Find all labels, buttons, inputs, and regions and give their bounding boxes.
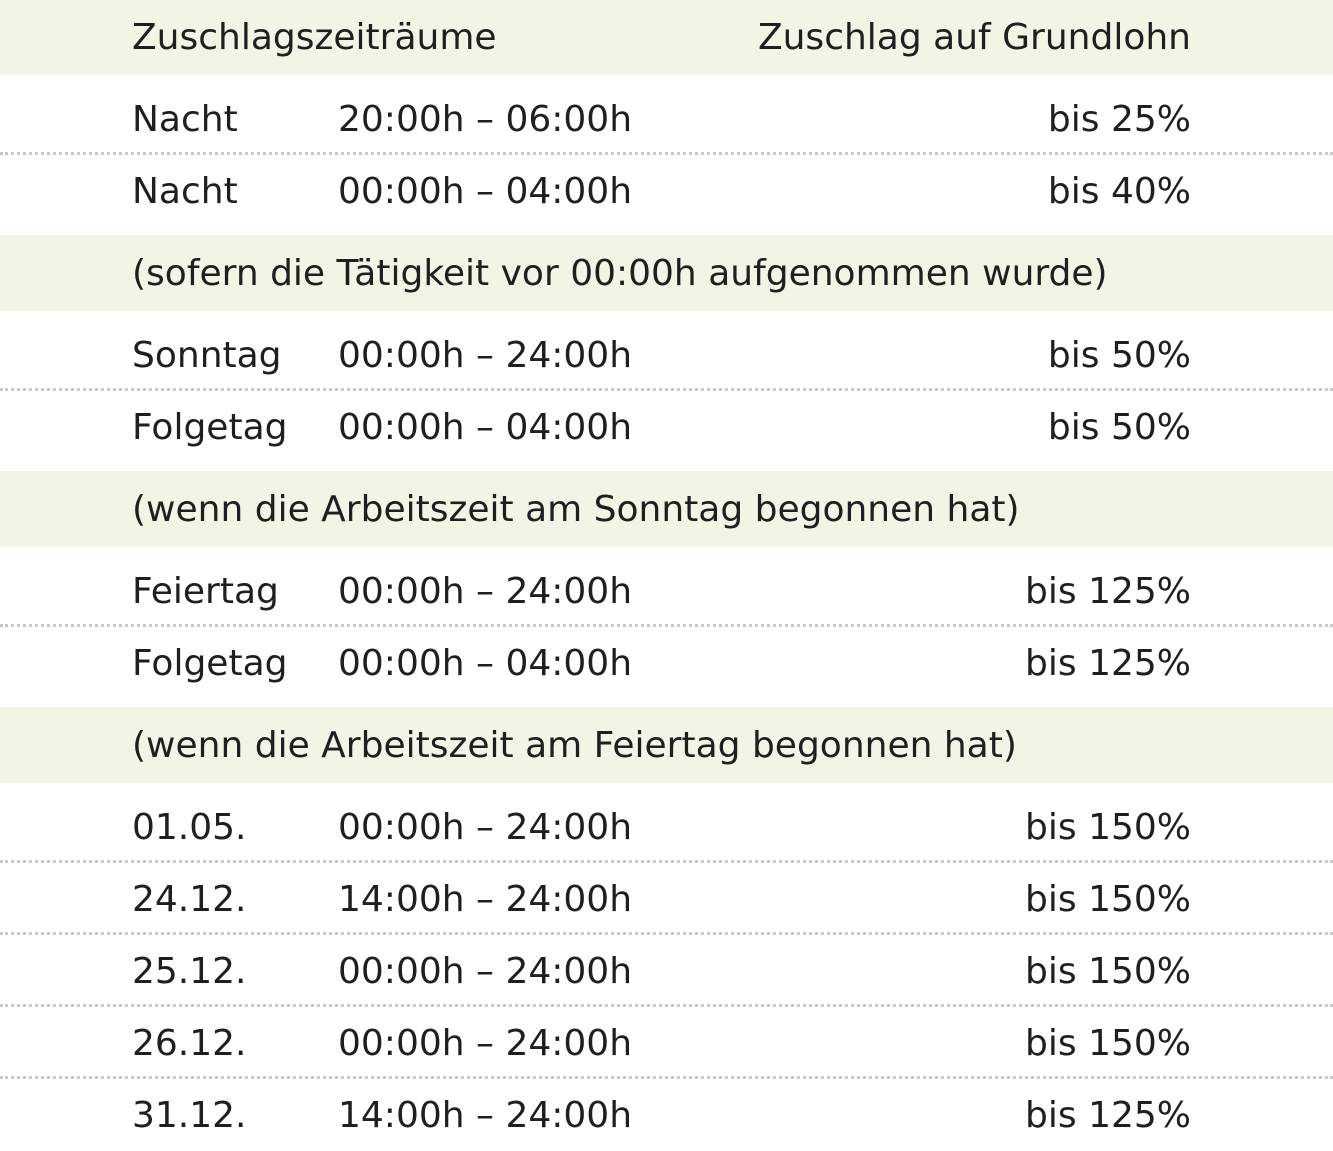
row-label: Folgetag — [132, 642, 288, 684]
header-surcharge: Zuschlag auf Grundlohn — [757, 17, 1191, 58]
note-band: (wenn die Arbeitszeit am Sonntag begonne… — [0, 471, 1333, 547]
note-text: (wenn die Arbeitszeit am Feiertag begonn… — [132, 724, 1017, 766]
row-time: 00:00h – 24:00h — [338, 806, 633, 848]
table-row: Nacht 20:00h – 06:00h bis 25% — [0, 83, 1333, 155]
row-percent: bis 125% — [1025, 570, 1191, 612]
row-percent: bis 50% — [1047, 334, 1191, 376]
note-band: (sofern die Tätigkeit vor 00:00h aufgeno… — [0, 235, 1333, 311]
row-label: 01.05. — [132, 806, 247, 848]
table-row: Folgetag 00:00h – 04:00h bis 125% — [0, 627, 1333, 699]
note-text: (sofern die Tätigkeit vor 00:00h aufgeno… — [132, 252, 1108, 294]
row-time: 00:00h – 24:00h — [338, 570, 633, 612]
table-row: 24.12. 14:00h – 24:00h bis 150% — [0, 863, 1333, 935]
row-label: Folgetag — [132, 406, 288, 448]
row-label: Nacht — [132, 170, 238, 212]
row-percent: bis 25% — [1047, 98, 1191, 140]
row-time: 00:00h – 24:00h — [338, 1022, 633, 1064]
row-label: Feiertag — [132, 570, 279, 612]
row-percent: bis 150% — [1025, 878, 1191, 920]
table-row: 26.12. 00:00h – 24:00h bis 150% — [0, 1007, 1333, 1079]
row-percent: bis 150% — [1025, 806, 1191, 848]
table-row: Sonntag 00:00h – 24:00h bis 50% — [0, 319, 1333, 391]
table-row: 01.05. 00:00h – 24:00h bis 150% — [0, 791, 1333, 863]
row-label: 26.12. — [132, 1022, 247, 1064]
table-row: 31.12. 14:00h – 24:00h bis 125% — [0, 1079, 1333, 1151]
row-percent: bis 150% — [1025, 1022, 1191, 1064]
row-label: 25.12. — [132, 950, 247, 992]
note-band: (wenn die Arbeitszeit am Feiertag begonn… — [0, 707, 1333, 783]
row-label: Nacht — [132, 98, 238, 140]
row-time: 14:00h – 24:00h — [338, 878, 633, 920]
row-percent: bis 50% — [1047, 406, 1191, 448]
table-row: Feiertag 00:00h – 24:00h bis 125% — [0, 555, 1333, 627]
row-time: 20:00h – 06:00h — [338, 98, 633, 140]
row-label: 31.12. — [132, 1094, 247, 1136]
row-percent: bis 40% — [1047, 170, 1191, 212]
row-time: 14:00h – 24:00h — [338, 1094, 633, 1136]
table-header: Zuschlagszeiträume Zuschlag auf Grundloh… — [0, 0, 1333, 75]
table-row: 25.12. 00:00h – 24:00h bis 150% — [0, 935, 1333, 1007]
table-row: Nacht 00:00h – 04:00h bis 40% — [0, 155, 1333, 227]
row-time: 00:00h – 04:00h — [338, 170, 633, 212]
row-label: Sonntag — [132, 334, 282, 376]
header-periods: Zuschlagszeiträume — [132, 17, 497, 58]
row-time: 00:00h – 04:00h — [338, 406, 633, 448]
row-time: 00:00h – 24:00h — [338, 950, 633, 992]
row-label: 24.12. — [132, 878, 247, 920]
note-text: (wenn die Arbeitszeit am Sonntag begonne… — [132, 488, 1020, 530]
row-percent: bis 125% — [1025, 1094, 1191, 1136]
table-row: Folgetag 00:00h – 04:00h bis 50% — [0, 391, 1333, 463]
row-percent: bis 150% — [1025, 950, 1191, 992]
row-time: 00:00h – 24:00h — [338, 334, 633, 376]
row-percent: bis 125% — [1025, 642, 1191, 684]
row-time: 00:00h – 04:00h — [338, 642, 633, 684]
